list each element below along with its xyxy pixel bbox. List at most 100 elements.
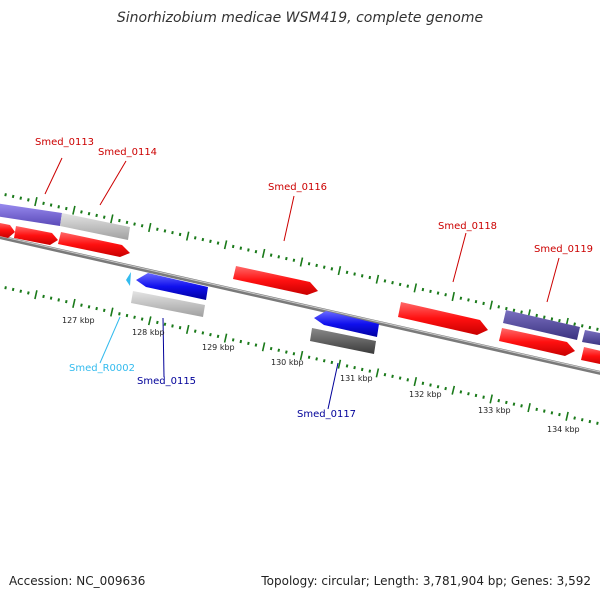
outer-ring-minor-tick [231, 244, 235, 249]
inner-tick-ring [4, 286, 599, 425]
inner-ring-minor-tick [216, 334, 220, 339]
gene-smed-0114[interactable] [60, 213, 130, 240]
gene-forward-5[interactable] [581, 347, 600, 365]
inner-ring-major-tick [110, 307, 114, 317]
inner-ring-major-tick [375, 368, 380, 378]
inner-ring-minor-tick [512, 402, 516, 406]
inner-ring-minor-tick [330, 360, 334, 365]
gene-smed-0117[interactable] [314, 311, 379, 337]
label-smed-0116[interactable]: Smed_0116 [268, 182, 327, 193]
outer-ring-minor-tick [239, 246, 243, 250]
inner-ring-major-tick [565, 411, 569, 421]
inner-ring-major-tick [147, 316, 152, 326]
inner-ring-minor-tick [322, 359, 326, 363]
outer-ring-minor-tick [269, 253, 273, 257]
outer-ring-minor-tick [80, 210, 83, 214]
outer-ring-major-tick [72, 205, 76, 215]
outer-ring-minor-tick [277, 255, 281, 259]
outer-ring-major-tick [375, 274, 380, 284]
outer-ring-minor-tick [482, 301, 485, 306]
inner-ring-minor-tick [11, 287, 15, 292]
label-smed-0119[interactable]: Smed_0119 [534, 244, 593, 255]
scale-label-130: 130 kbp [271, 358, 304, 367]
inner-ring-minor-tick [171, 324, 174, 328]
inner-ring-major-tick [451, 385, 456, 395]
inner-ring-minor-tick [42, 294, 45, 299]
gene-smed-0119[interactable] [582, 330, 600, 346]
outer-ring-minor-tick [505, 306, 508, 311]
outer-ring-minor-tick [550, 317, 554, 321]
outer-ring-minor-tick [11, 194, 15, 199]
gene-dark-grey-bottom[interactable] [310, 328, 376, 354]
outer-ring-minor-tick [178, 232, 182, 237]
outer-ring-minor-tick [163, 229, 167, 233]
outer-ring-minor-tick [383, 279, 387, 283]
outer-ring-major-tick [413, 283, 418, 293]
outer-ring-minor-tick [118, 218, 121, 223]
label-smed-r0002[interactable]: Smed_R0002 [69, 363, 135, 374]
inner-ring-major-tick [261, 342, 266, 352]
outer-ring-minor-tick [391, 280, 394, 285]
outer-ring-minor-tick [216, 241, 220, 245]
outer-ring-minor-tick [520, 310, 523, 314]
outer-ring-minor-tick [102, 215, 106, 219]
gene-smed-0118-outer[interactable] [503, 310, 580, 340]
gene-forward-2[interactable] [14, 226, 58, 245]
outer-ring-minor-tick [421, 287, 425, 292]
outer-ring-minor-tick [429, 289, 432, 294]
label-smed-0117[interactable]: Smed_0117 [297, 409, 356, 420]
outer-ring-minor-tick [292, 258, 296, 262]
gene-smed-0113[interactable] [0, 203, 62, 226]
inner-ring-minor-tick [520, 404, 523, 408]
outer-ring-minor-tick [171, 230, 174, 235]
gene-smed-0116[interactable] [233, 266, 318, 295]
gene-forward-4[interactable] [499, 328, 575, 356]
inner-ring-minor-tick [580, 418, 584, 422]
label-smed-0115[interactable]: Smed_0115 [137, 376, 196, 387]
inner-ring-minor-tick [201, 331, 205, 335]
outer-ring-minor-tick [156, 227, 159, 231]
inner-ring-minor-tick [550, 411, 554, 415]
inner-ring-minor-tick [95, 306, 98, 311]
outer-ring-minor-tick [209, 239, 212, 244]
inner-ring-minor-tick [345, 364, 349, 368]
inner-ring-minor-tick [80, 303, 83, 307]
outer-ring-major-tick [489, 300, 493, 310]
outer-ring-minor-tick [125, 220, 129, 225]
inner-ring-major-tick [34, 290, 38, 300]
outer-ring-minor-tick [398, 282, 402, 287]
inner-ring-minor-tick [459, 390, 463, 394]
inner-ring-minor-tick [573, 416, 576, 420]
inner-ring-minor-tick [436, 385, 440, 389]
inner-ring-minor-tick [588, 419, 592, 424]
inner-ring-minor-tick [505, 400, 508, 405]
outer-ring-minor-tick [201, 237, 205, 242]
inner-ring-minor-tick [65, 299, 68, 304]
label-smed-0113[interactable]: Smed_0113 [35, 137, 94, 148]
gene-smed-r0002[interactable] [126, 272, 131, 286]
gene-smed-0118[interactable] [398, 302, 488, 335]
inner-ring-minor-tick [596, 421, 599, 425]
label-smed-0118[interactable]: Smed_0118 [438, 221, 497, 232]
gene-smed-0115[interactable] [136, 273, 208, 300]
inner-ring-minor-tick [391, 374, 394, 379]
outer-ring-major-tick [110, 214, 114, 224]
scale-label-131: 131 kbp [340, 374, 373, 383]
outer-ring-minor-tick [345, 270, 349, 275]
label-smed-0114[interactable]: Smed_0114 [98, 147, 157, 158]
gene-forward-1[interactable] [0, 222, 15, 238]
inner-ring-minor-tick [178, 326, 182, 330]
inner-ring-minor-tick [467, 392, 470, 396]
outer-ring-minor-tick [19, 196, 23, 200]
outer-ring-minor-tick [27, 198, 30, 202]
gene-grey-bottom[interactable] [131, 291, 205, 317]
gene-arrows [0, 203, 600, 365]
scale-label-134: 134 kbp [547, 425, 580, 434]
inner-ring-minor-tick [285, 350, 288, 354]
gene-forward-3[interactable] [58, 232, 130, 257]
inner-ring-minor-tick [444, 386, 447, 391]
inner-ring-minor-tick [429, 383, 432, 387]
outer-ring-minor-tick [588, 325, 592, 330]
outer-ring-minor-tick [573, 322, 576, 326]
outer-ring-minor-tick [353, 272, 356, 276]
